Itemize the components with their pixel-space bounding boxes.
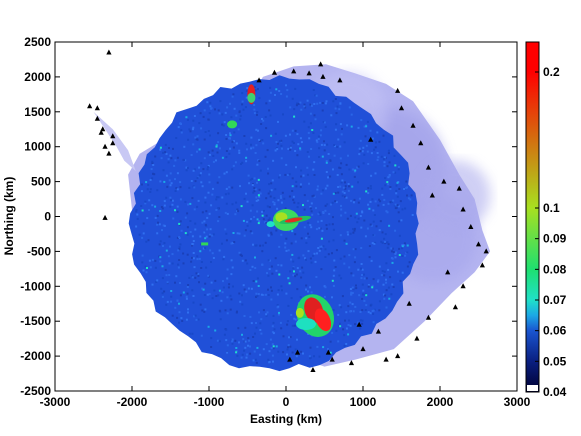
station-marker xyxy=(398,105,405,111)
anomaly-north_anomaly xyxy=(227,84,256,129)
station-marker xyxy=(360,346,366,352)
colorbar-tick-label: 0.08 xyxy=(543,262,567,276)
station-marker xyxy=(110,133,116,139)
colorbar-tick-label: 0.05 xyxy=(543,354,567,368)
y-tick-label: -2500 xyxy=(20,384,51,398)
y-tick-label: -1500 xyxy=(20,314,51,328)
station-marker xyxy=(383,356,389,362)
station-marker xyxy=(271,69,278,75)
station-marker xyxy=(291,68,297,74)
y-tick-label: 2000 xyxy=(24,70,51,84)
shade-patch xyxy=(420,160,491,231)
station-marker xyxy=(410,122,416,128)
station-marker xyxy=(294,349,301,355)
station-marker xyxy=(310,367,316,373)
station-marker xyxy=(375,328,381,334)
station-marker xyxy=(475,241,482,247)
x-tick-label: 3000 xyxy=(504,395,531,409)
station-marker xyxy=(94,105,100,111)
y-tick-label: -500 xyxy=(27,244,51,258)
station-marker xyxy=(368,136,374,142)
station-marker xyxy=(452,304,458,310)
field-speckle xyxy=(135,84,414,364)
station-marker xyxy=(356,321,362,327)
station-marker xyxy=(306,70,312,76)
plot-area xyxy=(87,49,491,373)
colorbar-tick-label: 0.2 xyxy=(543,65,560,79)
station-marker xyxy=(329,356,335,362)
station-marker xyxy=(445,269,451,275)
y-tick-label: 1500 xyxy=(24,105,51,119)
y-axis: 2500 2000 1500 1000 500 0 -500 -1000 -1500 -2000 -… xyxy=(20,35,517,398)
x-tick-label: -3000 xyxy=(40,395,71,409)
station-marker xyxy=(456,185,462,191)
station-marker xyxy=(479,262,485,268)
station-marker xyxy=(395,353,401,359)
peninsula-shape xyxy=(93,111,136,172)
x-tick-label: -1000 xyxy=(194,395,225,409)
anomaly-central_anomaly xyxy=(266,208,312,231)
anomaly-south_anomaly xyxy=(295,294,335,337)
station-marker xyxy=(348,360,355,366)
y-tick-label: -2000 xyxy=(20,349,51,363)
station-marker xyxy=(318,61,324,67)
station-marker xyxy=(320,73,326,79)
small-anomaly xyxy=(201,242,209,246)
station-markers xyxy=(87,49,489,373)
y-tick-label: 2500 xyxy=(24,35,51,49)
station-marker xyxy=(425,314,432,320)
station-marker xyxy=(102,143,108,149)
station-marker xyxy=(406,300,412,306)
y-tick-label: 1000 xyxy=(24,140,51,154)
station-marker xyxy=(425,164,432,170)
station-marker xyxy=(460,283,466,289)
y-tick-label: 0 xyxy=(44,210,51,224)
x-tick-label: -2000 xyxy=(117,395,148,409)
station-marker xyxy=(337,77,343,83)
station-marker xyxy=(468,223,474,229)
station-marker xyxy=(256,77,262,83)
colorbar-low-end xyxy=(527,385,538,391)
colorbar-tick-label: 0.06 xyxy=(543,324,567,338)
y-tick-label: 500 xyxy=(31,175,51,189)
x-tick-label: 2000 xyxy=(427,395,454,409)
station-marker xyxy=(429,192,435,198)
station-marker xyxy=(460,206,466,212)
station-marker xyxy=(100,126,106,132)
station-marker xyxy=(395,87,401,93)
y-axis-label: Northing (km) xyxy=(2,177,16,256)
station-marker xyxy=(325,349,331,355)
colorbar: 0.2 0.1 0.09 0.08 0.07 0.06 0.05 0.04 xyxy=(525,41,567,399)
colorbar-tick-label: 0.09 xyxy=(543,232,567,246)
station-marker xyxy=(287,356,293,362)
x-tick-label: 0 xyxy=(283,395,290,409)
colorbar-tick-label: 0.1 xyxy=(543,201,560,215)
colorbar-tick-label: 0.04 xyxy=(543,385,567,399)
colorbar-gradient xyxy=(525,41,540,393)
y-tick-label: -1000 xyxy=(20,279,51,293)
x-axis: -3000 -2000 -1000 0 1000 2000 3000 xyxy=(40,42,531,409)
station-marker xyxy=(110,140,116,146)
x-tick-label: 1000 xyxy=(350,395,377,409)
station-marker xyxy=(102,214,108,220)
x-axis-label: Easting (km) xyxy=(250,412,322,426)
station-marker xyxy=(87,103,93,109)
station-marker xyxy=(414,335,420,341)
station-marker xyxy=(441,178,447,184)
colorbar-tick-label: 0.07 xyxy=(543,293,567,307)
station-marker xyxy=(106,150,112,156)
station-marker xyxy=(106,49,112,55)
station-marker xyxy=(94,115,100,121)
station-marker xyxy=(483,248,489,254)
station-marker xyxy=(98,129,104,135)
station-marker xyxy=(418,140,424,146)
